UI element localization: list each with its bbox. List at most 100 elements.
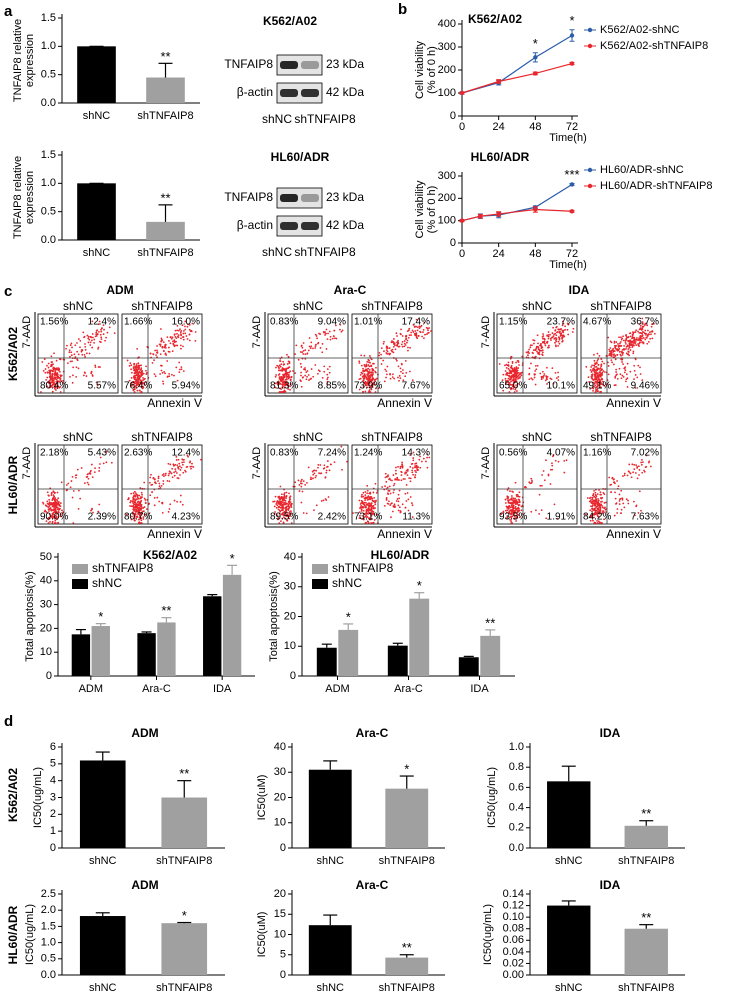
- event-dot: [634, 374, 637, 376]
- event-dot: [510, 366, 513, 368]
- y-tick-label: 0.14: [503, 888, 524, 900]
- event-dot: [105, 450, 108, 453]
- event-dot: [533, 376, 536, 379]
- event-dot: [629, 370, 632, 373]
- event-dot: [633, 338, 636, 341]
- event-dot: [516, 390, 518, 392]
- event-dot: [509, 369, 511, 372]
- event-dot: [102, 462, 105, 465]
- event-dot: [47, 518, 50, 521]
- y-tick-label: 5: [50, 758, 56, 770]
- quadrant-percent: 76.4%: [124, 381, 152, 392]
- event-dot: [510, 380, 512, 383]
- event-dot: [130, 518, 133, 521]
- event-dot: [592, 519, 594, 522]
- quadrant-percent: 65.0%: [499, 381, 527, 392]
- event-dot: [540, 349, 543, 352]
- event-dot: [533, 342, 535, 345]
- y-tick-label: 0: [280, 842, 286, 854]
- event-dot: [597, 520, 600, 523]
- bar: [458, 657, 479, 676]
- blot-protein: TNFAIP8: [224, 57, 273, 71]
- event-dot: [558, 342, 561, 345]
- event-dot: [519, 372, 521, 374]
- event-dot: [557, 328, 560, 331]
- event-dot: [604, 501, 607, 504]
- event-dot: [368, 389, 371, 391]
- event-dot: [551, 367, 554, 370]
- event-dot: [515, 373, 518, 376]
- event-dot: [610, 341, 613, 344]
- event-dot: [599, 386, 602, 389]
- event-dot: [103, 328, 105, 331]
- y-tick-label: 0.10: [503, 911, 524, 923]
- event-dot: [174, 470, 177, 473]
- event-dot: [645, 336, 648, 339]
- event-dot: [609, 353, 611, 355]
- flow-events: [274, 323, 344, 393]
- event-dot: [515, 377, 518, 379]
- event-dot: [301, 351, 304, 354]
- event-dot: [285, 506, 288, 509]
- chart-title: ADM: [131, 878, 158, 892]
- event-dot: [275, 366, 277, 369]
- event-dot: [411, 502, 413, 504]
- event-dot: [279, 387, 282, 390]
- event-dot: [559, 328, 562, 331]
- event-dot: [52, 383, 55, 386]
- event-dot: [366, 508, 368, 511]
- event-dot: [369, 355, 371, 357]
- event-dot: [341, 329, 344, 332]
- event-dot: [321, 343, 324, 345]
- event-dot: [572, 327, 575, 330]
- event-dot: [279, 485, 282, 488]
- event-dot: [643, 469, 645, 472]
- event-dot: [302, 349, 305, 352]
- flow-x-label: Annexin V: [147, 527, 202, 541]
- event-dot: [505, 372, 508, 375]
- event-dot: [364, 390, 367, 393]
- event-dot: [386, 373, 388, 376]
- event-dot: [634, 341, 637, 343]
- event-dot: [369, 391, 372, 393]
- event-dot: [48, 386, 51, 389]
- event-dot: [386, 486, 389, 489]
- event-dot: [604, 508, 607, 511]
- x-tick-label: 72: [566, 248, 578, 260]
- bar: [137, 633, 156, 676]
- event-dot: [43, 510, 46, 513]
- event-dot: [626, 386, 629, 388]
- event-dot: [288, 371, 291, 374]
- event-dot: [554, 371, 557, 374]
- event-dot: [90, 336, 93, 339]
- quadrant-percent: 73.9%: [354, 381, 382, 392]
- event-dot: [514, 369, 517, 372]
- chart-title: K562/A02: [468, 12, 522, 26]
- event-dot: [178, 361, 181, 364]
- event-dot: [425, 333, 428, 336]
- event-dot: [640, 463, 643, 466]
- event-dot: [634, 342, 637, 345]
- event-dot: [633, 331, 635, 334]
- event-dot: [138, 497, 140, 500]
- event-dot: [145, 381, 147, 383]
- event-dot: [47, 362, 50, 365]
- event-dot: [603, 502, 606, 504]
- event-dot: [359, 373, 362, 376]
- flow-events: [40, 320, 116, 393]
- event-dot: [169, 463, 172, 466]
- event-dot: [71, 346, 73, 349]
- event-dot: [400, 370, 402, 373]
- event-dot: [412, 324, 415, 326]
- event-dot: [507, 377, 510, 380]
- event-dot: [515, 507, 518, 510]
- event-dot: [284, 499, 287, 502]
- legend-marker: [587, 183, 593, 189]
- event-dot: [366, 386, 369, 389]
- event-dot: [614, 375, 617, 378]
- event-dot: [164, 474, 167, 477]
- event-dot: [183, 461, 185, 464]
- event-dot: [567, 333, 570, 336]
- flow-events: [125, 454, 202, 524]
- event-dot: [308, 337, 311, 339]
